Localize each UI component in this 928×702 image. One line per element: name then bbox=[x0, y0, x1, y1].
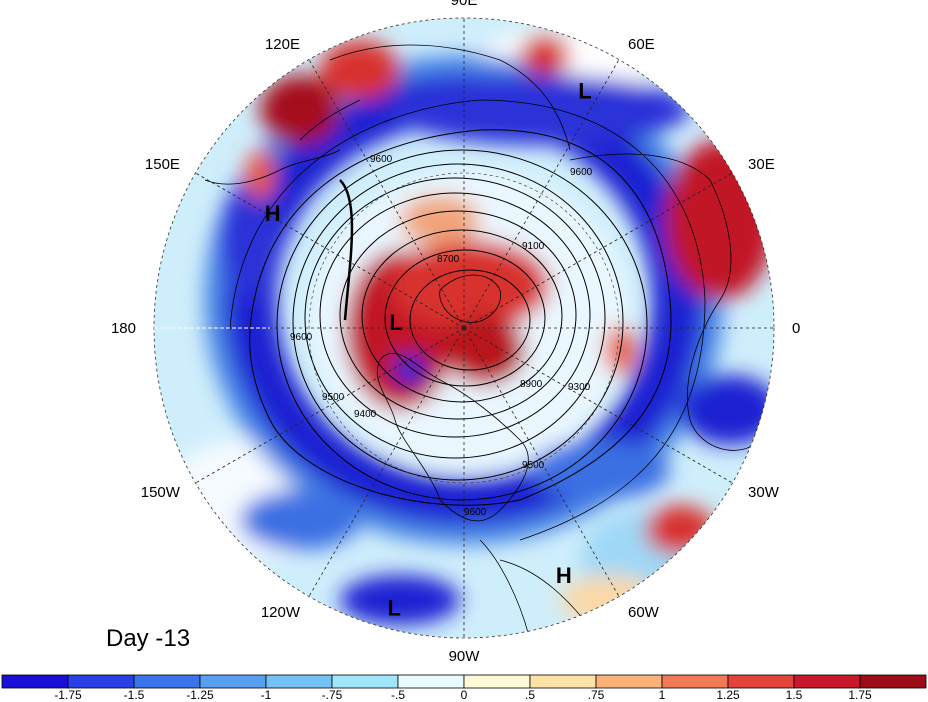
colorbar-tick-label-0: -1.75 bbox=[54, 688, 82, 702]
longitude-labels: 90E 60E 30E 0 30W 60W 90W 120W 150W 180 150E 120E bbox=[111, 0, 800, 665]
contour-label-9600d: 9600 bbox=[570, 167, 593, 178]
contour-label-9600: 9600 bbox=[370, 154, 393, 165]
longitude-label-120w: 120W bbox=[261, 604, 301, 621]
colorbar-tick-label-11: 1.5 bbox=[786, 688, 803, 702]
colorbar-tick-label-6: 0 bbox=[461, 688, 468, 702]
colorbar-bin-8 bbox=[529, 674, 597, 689]
colorbar-bin-10 bbox=[661, 674, 729, 689]
longitude-label-150w: 150W bbox=[141, 484, 181, 501]
colorbar-tick-label-2: -1.25 bbox=[186, 688, 214, 702]
colorbar-bin-5 bbox=[331, 674, 399, 689]
meridian-line-10 bbox=[195, 172, 465, 329]
colorbar-bin-2 bbox=[133, 674, 201, 689]
longitude-label-180: 180 bbox=[111, 320, 136, 337]
colorbar-bin-6 bbox=[397, 674, 465, 689]
contour-label-9100: 9100 bbox=[522, 241, 545, 252]
contour-label-9600c: 9600 bbox=[290, 332, 313, 343]
colorbar-bin-4 bbox=[265, 674, 333, 689]
greenland-outline bbox=[439, 274, 502, 323]
meridian-line-7 bbox=[308, 327, 465, 597]
colorbar-tick-label-9: 1 bbox=[659, 688, 666, 702]
longitude-label-60w: 60W bbox=[628, 604, 660, 621]
low-pressure-marker-0: L bbox=[578, 78, 591, 103]
longitude-label-90w: 90W bbox=[449, 648, 481, 665]
colorbar-tick-label-8: .75 bbox=[588, 688, 605, 702]
low-pressure-marker-3: L bbox=[388, 596, 401, 621]
longitude-label-60e: 60E bbox=[628, 36, 655, 53]
pressure-center-labels: L H L L H bbox=[265, 78, 592, 620]
north-america-outline bbox=[376, 353, 529, 522]
contour-label-group: 8700 8900 9100 9300 9400 9500 9500 9600 … bbox=[290, 154, 593, 518]
anomaly-field bbox=[154, 18, 774, 638]
graticule bbox=[153, 17, 775, 639]
colorbar-tick-label-1: -1.5 bbox=[124, 688, 145, 702]
contour-label-9500: 9500 bbox=[522, 460, 545, 471]
longitude-label-90e: 90E bbox=[451, 0, 478, 9]
contour-label-9400: 9400 bbox=[354, 409, 377, 420]
contour-label-9600b: 9600 bbox=[464, 507, 487, 518]
colorbar-bin-12 bbox=[793, 674, 861, 689]
meridian-line-2 bbox=[463, 172, 733, 329]
colorbar-tick-label-7: .5 bbox=[525, 688, 535, 702]
contour-label-9300: 9300 bbox=[568, 382, 591, 393]
colorbar-bin-1 bbox=[67, 674, 135, 689]
europe-africa-outline bbox=[569, 153, 761, 451]
contour-label-8700: 8700 bbox=[437, 254, 460, 265]
longitude-label-120e: 120E bbox=[265, 36, 300, 53]
colorbar-tick-label-3: -1 bbox=[261, 688, 272, 702]
colorbar-tick-label-4: -.75 bbox=[322, 688, 343, 702]
longitude-label-30w: 30W bbox=[748, 484, 780, 501]
coastlines bbox=[204, 44, 761, 638]
meridian-line-11 bbox=[308, 59, 465, 329]
height-contours bbox=[229, 99, 706, 541]
contour-label-9500b: 9500 bbox=[322, 392, 345, 403]
colorbar-bin-0 bbox=[1, 674, 69, 689]
colorbar-bin-13 bbox=[859, 674, 927, 689]
colorbar-tick-label-12: 1.75 bbox=[848, 688, 872, 702]
longitude-label-150e: 150E bbox=[145, 156, 180, 173]
high-pressure-marker-4: H bbox=[556, 563, 572, 588]
day-label: Day -13 bbox=[106, 625, 190, 652]
colorbar-bin-3 bbox=[199, 674, 267, 689]
longitude-label-30e: 30E bbox=[748, 156, 775, 173]
meridian-line-8 bbox=[195, 327, 465, 484]
longitude-label-0: 0 bbox=[792, 320, 800, 337]
latitude-circle-45 bbox=[308, 172, 620, 484]
pacific-coast-outline bbox=[204, 149, 341, 185]
low-pressure-marker-2: L bbox=[389, 310, 402, 335]
meridian-line-4 bbox=[463, 327, 733, 484]
colorbar-bin-9 bbox=[595, 674, 663, 689]
asia-outline bbox=[299, 44, 571, 151]
colorbar-bin-11 bbox=[727, 674, 795, 689]
colorbar-tick-label-5: -.5 bbox=[391, 688, 405, 702]
meridian-line-5 bbox=[463, 327, 620, 597]
contour-label-8900: 8900 bbox=[520, 379, 543, 390]
high-pressure-marker-1: H bbox=[265, 201, 281, 226]
meridian-line-1 bbox=[463, 59, 620, 329]
colorbar: -1.75 -1.5 -1.25 -1 -.75 -.5 0 .5 .75 1 1.25 1.5 1.7… bbox=[1, 674, 927, 702]
colorbar-bin-7 bbox=[463, 674, 531, 689]
colorbar-tick-label-10: 1.25 bbox=[716, 688, 740, 702]
